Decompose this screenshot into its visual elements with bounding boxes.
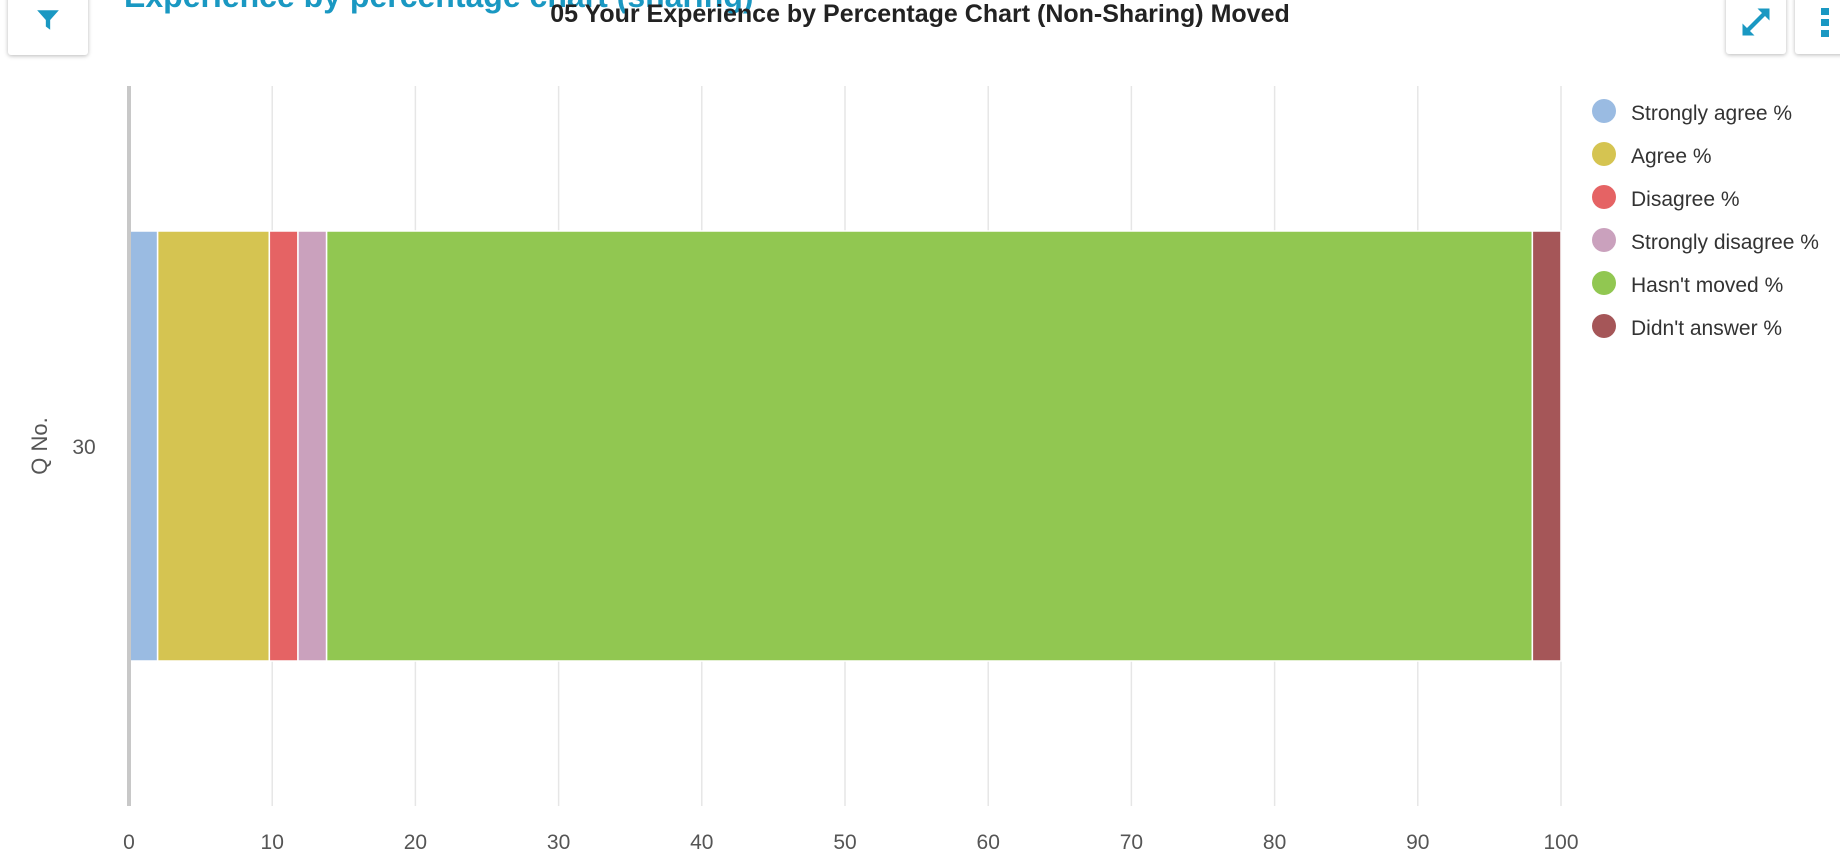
x-tick-label: 20	[404, 831, 427, 854]
legend-swatch	[1592, 142, 1616, 166]
legend-item-label: Hasn't moved %	[1631, 274, 1783, 297]
x-tick-label: 60	[977, 831, 1000, 854]
x-tick-label: 40	[690, 831, 713, 854]
x-tick-label: 10	[261, 831, 284, 854]
x-tick-label: 90	[1406, 831, 1429, 854]
bar-segment-4	[297, 230, 328, 662]
legend-item-label: Disagree %	[1631, 188, 1740, 211]
legend-swatch	[1592, 271, 1616, 295]
legend-item-label: Strongly disagree %	[1631, 231, 1819, 254]
filter-button[interactable]	[8, 0, 88, 55]
bar-segment-6	[1531, 230, 1562, 662]
legend-item-label: Didn't answer %	[1631, 317, 1782, 340]
expand-button[interactable]	[1726, 0, 1786, 54]
background-widget-title: Experience by percentage chart (sharing)	[124, 0, 754, 15]
x-tick-label: 100	[1543, 831, 1578, 854]
axes: 0 10 20 30 40 50 60 70 80 90 100 30 Q No.	[27, 86, 1579, 854]
legend-swatch	[1592, 185, 1616, 209]
x-tick-label: 70	[1120, 831, 1143, 854]
legend-item-label: Strongly agree %	[1631, 102, 1792, 125]
filter-icon	[35, 7, 61, 38]
legend-swatch	[1592, 314, 1616, 338]
expand-icon	[1738, 4, 1774, 45]
bar-group	[128, 230, 1562, 662]
x-tick-label: 0	[123, 831, 135, 854]
bar-segment-1	[128, 230, 159, 662]
legend: Strongly agree % Agree % Disagree % Strongl…	[1592, 99, 1819, 340]
bar-segment-3	[268, 230, 299, 662]
y-tick-label: 30	[72, 436, 95, 459]
legend-swatch	[1592, 228, 1616, 252]
more-options-button[interactable]	[1795, 0, 1840, 54]
chart-title: 05 Your Experience by Percentage Chart (…	[550, 0, 1290, 28]
x-tick-label: 80	[1263, 831, 1286, 854]
y-axis-title: Q No.	[27, 417, 52, 474]
bar-segment-5	[325, 230, 1534, 662]
legend-swatch	[1592, 99, 1616, 123]
legend-item-label: Agree %	[1631, 145, 1712, 168]
x-tick-label: 50	[833, 831, 856, 854]
x-tick-label: 30	[547, 831, 570, 854]
bar-segment-2	[156, 230, 271, 662]
more-vertical-icon	[1819, 4, 1831, 45]
